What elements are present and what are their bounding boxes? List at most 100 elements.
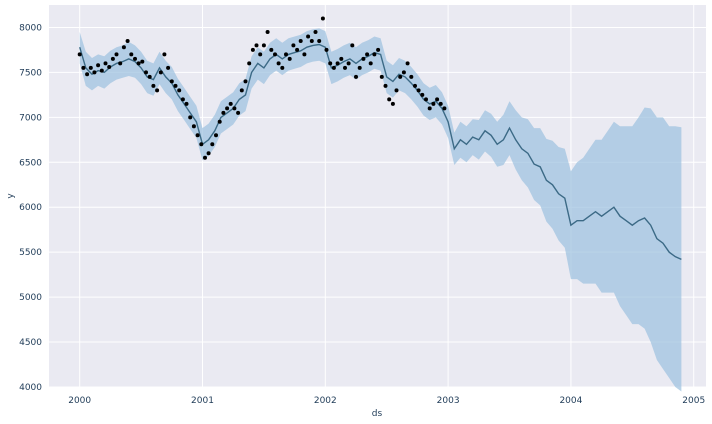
observed-point xyxy=(239,88,244,93)
observed-point xyxy=(379,74,384,79)
observed-point xyxy=(232,106,237,111)
observed-point xyxy=(401,70,406,75)
observed-point xyxy=(420,92,425,97)
observed-point xyxy=(387,97,392,102)
observed-point xyxy=(265,30,270,34)
observed-point xyxy=(302,52,307,57)
observed-point xyxy=(309,39,314,43)
x-tick-label: 2001 xyxy=(191,396,214,406)
observed-point xyxy=(177,88,182,93)
observed-point xyxy=(405,61,410,66)
x-tick-label: 2002 xyxy=(314,396,337,406)
observed-point xyxy=(416,88,421,93)
observed-point xyxy=(191,124,196,129)
observed-point xyxy=(107,65,112,69)
observed-point xyxy=(144,70,148,75)
observed-point xyxy=(306,34,311,39)
observed-point xyxy=(250,47,255,52)
observed-point xyxy=(140,59,145,64)
observed-point xyxy=(331,65,336,70)
observed-point xyxy=(295,47,300,52)
observed-point xyxy=(365,52,370,57)
observed-point xyxy=(435,97,440,102)
uncertainty-band-area xyxy=(79,28,682,392)
y-tick-label: 6000 xyxy=(19,203,42,213)
observed-point xyxy=(431,101,436,106)
x-tick-label: 2000 xyxy=(68,396,91,406)
y-tick-label: 5500 xyxy=(19,248,42,258)
x-tick-label: 2005 xyxy=(682,396,705,406)
observed-point xyxy=(361,56,366,61)
observed-point xyxy=(214,133,218,138)
observed-point xyxy=(357,65,362,70)
observed-point xyxy=(195,133,200,138)
observed-point xyxy=(390,101,395,106)
observed-point xyxy=(269,47,274,52)
observed-point xyxy=(88,65,93,70)
observed-point xyxy=(110,56,115,61)
observed-point xyxy=(96,63,101,68)
observed-point xyxy=(343,65,347,70)
observed-point xyxy=(298,39,303,43)
observed-point xyxy=(258,52,263,57)
observed-point xyxy=(85,72,90,77)
observed-point xyxy=(280,65,285,70)
observed-point xyxy=(92,70,97,75)
observed-point xyxy=(372,52,377,57)
observed-point xyxy=(350,43,355,48)
observed-point xyxy=(121,45,126,50)
observed-point xyxy=(203,155,207,160)
observed-point xyxy=(103,61,108,66)
observed-point xyxy=(118,61,123,66)
observed-point xyxy=(180,97,185,102)
observed-point xyxy=(261,43,266,48)
observed-point xyxy=(254,43,259,48)
observed-point xyxy=(291,43,296,48)
observed-point xyxy=(155,88,160,93)
observed-point xyxy=(133,56,137,61)
observed-point xyxy=(184,101,189,106)
observed-points xyxy=(77,16,447,160)
observed-point xyxy=(317,39,322,43)
observed-point xyxy=(339,56,344,61)
observed-point xyxy=(162,52,167,57)
observed-point xyxy=(354,74,358,79)
x-axis-label: ds xyxy=(372,409,383,419)
observed-point xyxy=(147,74,152,79)
observed-point xyxy=(335,61,340,66)
y-tick-label: 7000 xyxy=(19,113,42,123)
observed-point xyxy=(99,68,104,73)
observed-point xyxy=(136,61,141,66)
observed-point xyxy=(427,106,432,111)
forecast-line-group xyxy=(79,43,682,261)
observed-point xyxy=(320,16,325,21)
observed-point xyxy=(228,101,233,106)
observed-point xyxy=(324,47,329,52)
observed-point xyxy=(221,110,226,115)
y-tick-label: 8000 xyxy=(19,23,42,33)
observed-point xyxy=(158,70,163,75)
uncertainty-band xyxy=(79,28,682,392)
observed-point xyxy=(188,115,193,120)
observed-point xyxy=(442,106,447,111)
y-tick-label: 4000 xyxy=(19,383,42,393)
observed-point xyxy=(394,88,399,93)
observed-point xyxy=(413,83,417,88)
x-tick-label: 2004 xyxy=(559,396,582,406)
forecast-line xyxy=(79,43,682,261)
observed-point xyxy=(81,65,86,70)
y-tick-label: 7500 xyxy=(19,68,42,78)
observed-point xyxy=(398,74,403,79)
observed-point xyxy=(210,142,215,147)
x-tick-labels: 2000 2001 2002 2003 2004 2005 xyxy=(68,396,705,406)
observed-point xyxy=(236,110,241,115)
observed-point xyxy=(247,61,252,66)
observed-point xyxy=(383,83,388,88)
observed-point xyxy=(173,83,178,88)
observed-point xyxy=(125,39,130,43)
observed-point xyxy=(114,52,119,57)
observed-point xyxy=(225,106,230,111)
y-tick-labels: 4000 4500 5000 5500 6000 6500 7000 7500 8000 xyxy=(19,23,42,393)
observed-point xyxy=(409,74,414,79)
